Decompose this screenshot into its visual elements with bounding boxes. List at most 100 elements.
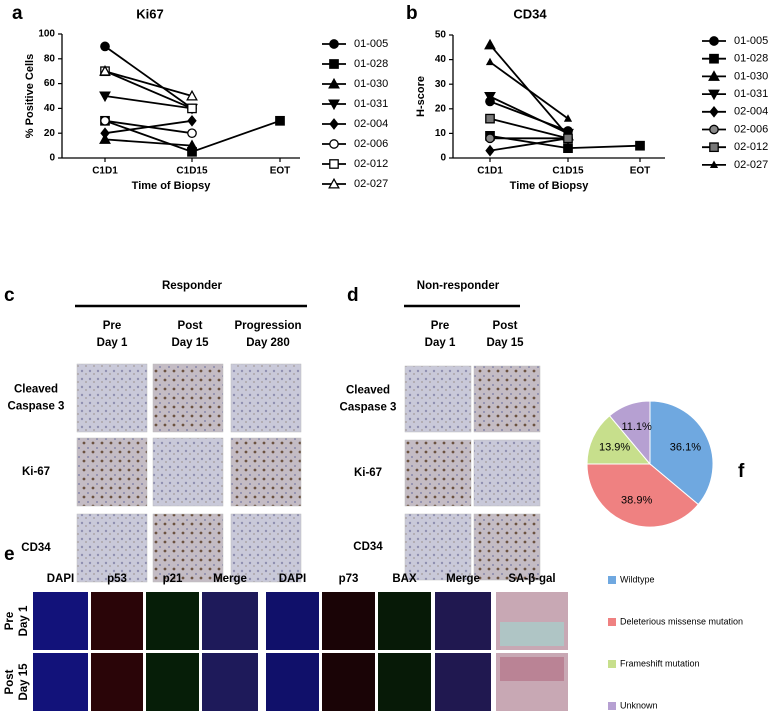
fluorescence-image <box>91 592 143 650</box>
marker <box>329 39 339 49</box>
fluorescence-image <box>322 592 375 650</box>
legend-swatch <box>608 702 616 710</box>
stain-overlay <box>500 622 564 646</box>
panel-letter: f <box>738 461 745 482</box>
micrograph <box>230 363 302 433</box>
marker <box>709 53 719 64</box>
micrograph <box>230 437 302 507</box>
panel-letter: b <box>406 3 418 24</box>
slice-label: 13.9% <box>599 441 630 453</box>
micrograph <box>152 363 224 433</box>
legend-label: 01-030 <box>354 78 388 90</box>
column-header: SA-β-gal <box>508 573 555 585</box>
x-tick-label: C1D15 <box>552 166 584 177</box>
pie-slice <box>608 400 651 466</box>
column-header: Progression <box>234 320 301 332</box>
y-tick-label: 10 <box>435 128 447 139</box>
row-label: CD34 <box>353 541 383 553</box>
column-header: Merge <box>213 573 247 585</box>
x-axis-label: Time of Biopsy <box>132 180 212 192</box>
column-header: Post <box>178 320 203 332</box>
marker <box>484 38 496 50</box>
y-tick-label: 20 <box>44 128 56 139</box>
slice-label: 36.1% <box>670 441 701 453</box>
series-line <box>489 137 569 152</box>
column-header: DAPI <box>279 573 306 585</box>
fluorescence-image <box>33 592 88 650</box>
panel-letter: c <box>4 285 15 306</box>
panel-title: Non-responder <box>417 280 500 292</box>
marker <box>187 103 197 114</box>
chart-title: Ki67 <box>136 6 163 21</box>
legend-label: Deleterious missense mutation <box>620 616 743 626</box>
legend-label: 02-006 <box>734 123 768 135</box>
micrograph <box>473 513 541 581</box>
legend-label: 01-005 <box>734 35 768 47</box>
x-tick-label: EOT <box>270 166 291 177</box>
column-header: Pre <box>103 320 122 332</box>
marker <box>329 118 339 130</box>
legend-label: 01-005 <box>354 38 388 50</box>
row-label: Ki-67 <box>22 466 50 478</box>
column-header: p21 <box>163 573 183 585</box>
panel-letter: d <box>347 285 359 306</box>
micrograph <box>404 513 472 581</box>
legend-label: Wildtype <box>620 574 655 584</box>
fluorescence-image <box>378 653 431 711</box>
fluorescence-image <box>146 592 199 650</box>
micrograph <box>404 365 472 433</box>
panel-letter: a <box>12 3 23 24</box>
marker <box>99 91 111 103</box>
fluorescence-image <box>266 592 319 650</box>
fluorescence-image <box>378 592 431 650</box>
stain-overlay <box>500 657 564 681</box>
series-line <box>489 95 569 135</box>
fluorescence-image <box>91 653 143 711</box>
column-header: Day 1 <box>97 337 128 349</box>
legend-swatch <box>608 660 616 668</box>
y-tick-label: 0 <box>440 153 446 164</box>
y-axis-label: % Positive Cells <box>24 54 36 138</box>
legend-label: 01-031 <box>734 88 768 100</box>
marker <box>563 133 573 144</box>
series-line <box>104 119 193 135</box>
fluorescence-image <box>435 592 491 650</box>
y-tick-label: 100 <box>38 29 55 40</box>
series-line <box>489 117 569 140</box>
row-label: Cleaved <box>346 385 390 397</box>
x-tick-label: C1D1 <box>92 166 118 177</box>
panel-letter: e <box>4 544 15 565</box>
y-tick-label: 40 <box>435 54 447 65</box>
marker <box>187 114 197 127</box>
marker <box>186 89 198 101</box>
x-axis-label: Time of Biopsy <box>510 180 590 192</box>
marker <box>563 143 573 154</box>
fluorescence-image <box>266 653 319 711</box>
marker <box>328 177 340 189</box>
legend-label: 02-027 <box>354 178 388 190</box>
column-header: Day 15 <box>486 337 524 349</box>
row-label: Day 1 <box>18 605 30 636</box>
marker <box>635 140 645 151</box>
x-tick-label: C1D15 <box>176 166 208 177</box>
marker <box>709 36 719 46</box>
legend-label: 01-028 <box>734 53 768 65</box>
series-line <box>489 100 569 132</box>
marker <box>484 92 496 103</box>
marker <box>485 133 495 144</box>
x-tick-label: EOT <box>630 166 651 177</box>
marker <box>100 115 110 126</box>
y-tick-label: 30 <box>435 79 447 90</box>
legend-label: 02-012 <box>734 141 768 153</box>
marker <box>100 127 110 140</box>
slice-label: 11.1% <box>621 421 652 433</box>
marker <box>186 139 198 151</box>
legend-label: 01-030 <box>734 70 768 82</box>
y-tick-label: 80 <box>44 53 56 64</box>
series-line <box>489 61 569 120</box>
legend-label: 01-031 <box>354 98 388 110</box>
y-axis-label: H-score <box>415 76 427 117</box>
marker <box>100 41 110 52</box>
legend-label: 02-012 <box>354 158 388 170</box>
chart-title: CD34 <box>513 6 547 21</box>
